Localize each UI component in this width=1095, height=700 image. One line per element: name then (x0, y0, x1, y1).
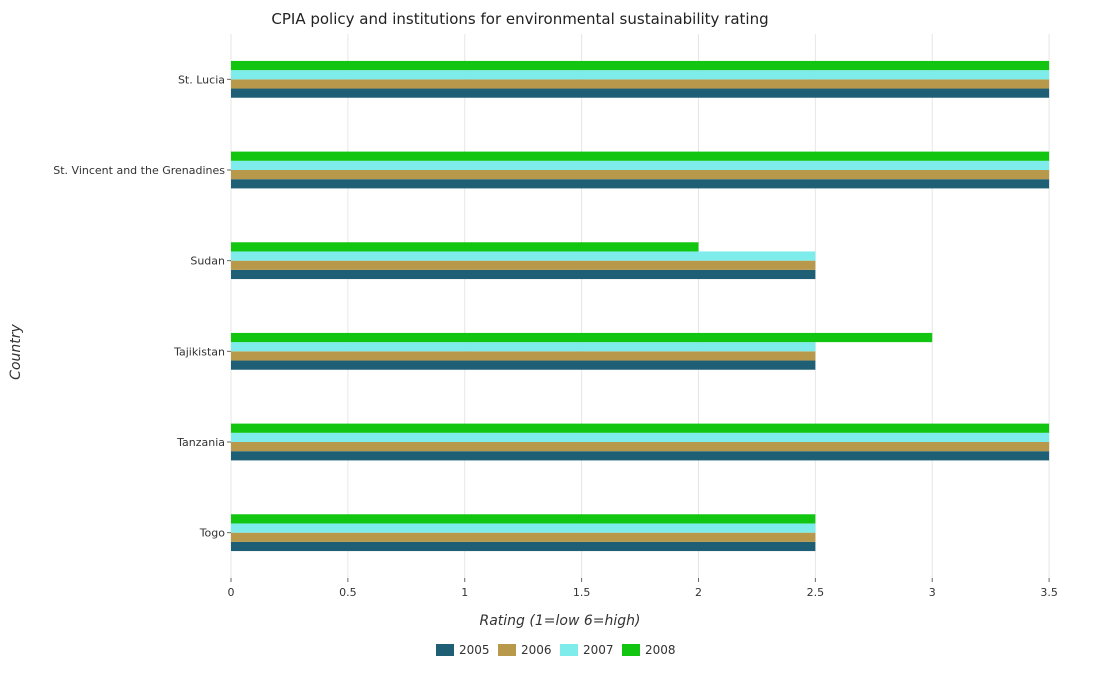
y-tick-label: St. Vincent and the Grenadines (53, 164, 225, 177)
x-axis-label: Rating (1=low 6=high) (480, 613, 641, 629)
y-tick-label: Sudan (190, 255, 225, 268)
bar-2006 (231, 442, 1050, 452)
bar-2008 (231, 242, 699, 252)
bar-2005 (231, 451, 1050, 461)
legend-swatch-2008 (622, 644, 640, 656)
bar-2007 (231, 70, 1050, 80)
chart-title: CPIA policy and institutions for environ… (271, 10, 768, 28)
legend-swatch-2006 (498, 644, 516, 656)
legend-label-2007: 2007 (583, 643, 614, 657)
bar-2007 (231, 160, 1050, 170)
x-tick-label: 2 (695, 586, 702, 599)
legend-swatch-2005 (436, 644, 454, 656)
bar-2007 (231, 251, 816, 261)
bar-2008 (231, 514, 816, 524)
bar-2007 (231, 523, 816, 533)
bar-2005 (231, 88, 1050, 98)
y-axis-ticks: St. Lucia St. Vincent and the Grenadines S… (53, 73, 231, 540)
x-tick-label: 0 (228, 586, 235, 599)
bar-2006 (231, 79, 1050, 89)
x-tick-label: 1 (461, 586, 468, 599)
y-tick-label: St. Lucia (178, 73, 225, 86)
x-axis-ticks: 0 0.5 1 1.5 2 2.5 3 3.5 (228, 578, 1058, 599)
bar-2008 (231, 151, 1050, 161)
bar-2008 (231, 60, 1050, 71)
grid-lines (230, 34, 1050, 578)
bar-2007 (231, 342, 816, 352)
bar-2008 (231, 423, 1050, 433)
bar-2006 (231, 351, 816, 361)
legend: 2005 2006 2007 2008 (436, 643, 676, 657)
legend-label-2006: 2006 (521, 643, 552, 657)
bar-2005 (231, 269, 816, 280)
bar-2006 (231, 260, 816, 270)
bar-2005 (231, 179, 1050, 189)
bar-2006 (231, 170, 1050, 180)
legend-label-2008: 2008 (645, 643, 676, 657)
bar-2005 (231, 541, 816, 552)
bar-2008 (231, 332, 933, 343)
x-tick-label: 1.5 (573, 586, 591, 599)
y-tick-label: Tajikistan (173, 345, 225, 358)
legend-swatch-2007 (560, 644, 578, 656)
legend-label-2005: 2005 (459, 643, 490, 657)
bar-2007 (231, 432, 1050, 442)
bar-2006 (231, 532, 816, 542)
x-tick-label: 0.5 (339, 586, 357, 599)
bars (231, 60, 1050, 552)
x-tick-label: 3 (929, 586, 936, 599)
bar-2005 (231, 360, 816, 370)
x-tick-label: 2.5 (807, 586, 825, 599)
y-axis-label: Country (8, 323, 24, 379)
y-tick-label: Togo (199, 527, 226, 540)
y-tick-label: Tanzania (176, 436, 225, 449)
x-tick-label: 3.5 (1040, 586, 1058, 599)
